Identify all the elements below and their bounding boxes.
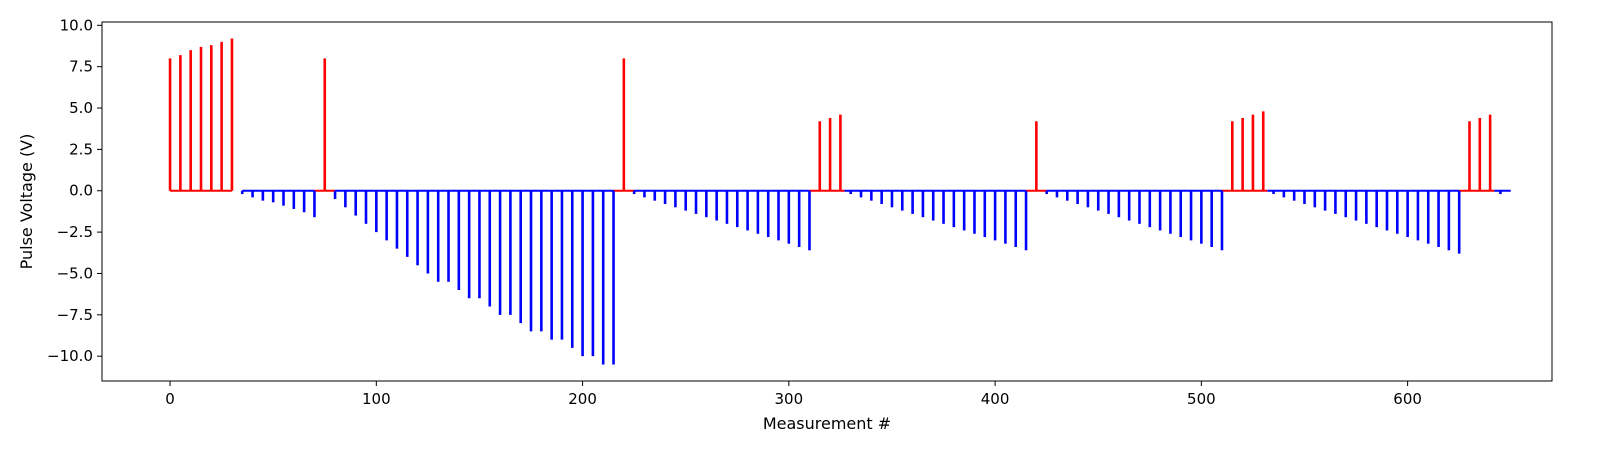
y-tick-label: −5.0 <box>57 264 93 282</box>
y-tick-label: 2.5 <box>69 140 93 158</box>
x-axis-ticks: 0 100 200 300 400 500 600 <box>165 381 1422 408</box>
y-tick-label: 0.0 <box>69 182 93 200</box>
y-tick-label: −10.0 <box>47 347 93 365</box>
x-tick-label: 200 <box>568 390 597 408</box>
x-tick-label: 600 <box>1393 390 1422 408</box>
plot-frame <box>101 21 1553 382</box>
x-tick-label: 400 <box>981 390 1010 408</box>
x-tick-label: 0 <box>165 390 175 408</box>
y-tick-label: 7.5 <box>69 58 93 76</box>
y-axis-ticks: −10.0 −7.5 −5.0 −2.5 0.0 2.5 5.0 7.5 10.0 <box>47 16 102 365</box>
x-tick-label: 300 <box>775 390 804 408</box>
plot-marks <box>168 38 1511 365</box>
x-tick-label: 100 <box>362 390 391 408</box>
y-tick-label: 5.0 <box>69 99 93 117</box>
x-axis-label: Measurement # <box>763 414 891 433</box>
x-tick-label: 500 <box>1187 390 1216 408</box>
y-tick-label: −7.5 <box>57 306 93 324</box>
y-tick-label: −2.5 <box>57 223 93 241</box>
y-axis-label: Pulse Voltage (V) <box>17 134 36 270</box>
y-tick-label: 10.0 <box>60 16 93 34</box>
